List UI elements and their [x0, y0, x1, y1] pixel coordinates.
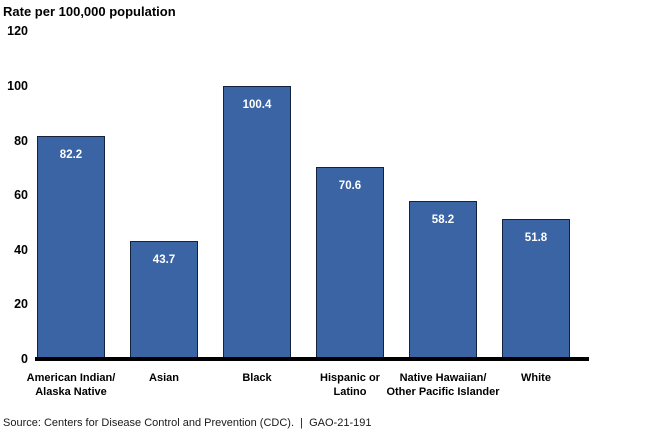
source-text: Source: Centers for Disease Control and …	[3, 417, 372, 429]
x-axis-line	[35, 357, 589, 361]
chart-title: Rate per 100,000 population	[3, 4, 176, 19]
bar-value-label: 82.2	[59, 149, 83, 161]
x-axis-label: Asian	[149, 372, 179, 384]
bar-asian: 43.7	[130, 241, 198, 360]
bar-value-label: 43.7	[152, 254, 176, 266]
bar-value-label: 70.6	[338, 180, 362, 192]
y-axis-tick-label: 100	[7, 79, 28, 93]
bar-value-label: 100.4	[242, 99, 272, 111]
bar-value-label: 58.2	[431, 214, 455, 226]
x-axis-label: American Indian/ Alaska Native	[26, 372, 116, 398]
x-axis-label: Black	[242, 372, 272, 384]
bar-american-indian-alaska-native: 82.2	[37, 136, 105, 360]
x-axis-label: Hispanic or Latino	[320, 372, 380, 398]
bar-hispanic-or-latino: 70.6	[316, 167, 384, 360]
y-axis-tick-label: 20	[14, 297, 28, 311]
bar-white: 51.8	[502, 219, 570, 360]
x-axis-label: Native Hawaiian/ Other Pacific Islander	[386, 372, 500, 398]
y-axis-tick-label: 60	[14, 188, 28, 202]
y-axis-tick-label: 120	[7, 24, 28, 38]
x-axis-label: White	[521, 372, 551, 384]
bar-black: 100.4	[223, 86, 291, 360]
y-axis-tick-label: 80	[14, 134, 28, 148]
bar-native-hawaiian-other-pacific-islander: 58.2	[409, 201, 477, 360]
y-axis-tick-label: 0	[21, 352, 28, 366]
bar-value-label: 51.8	[524, 232, 548, 244]
y-axis-tick-label: 40	[14, 243, 28, 257]
